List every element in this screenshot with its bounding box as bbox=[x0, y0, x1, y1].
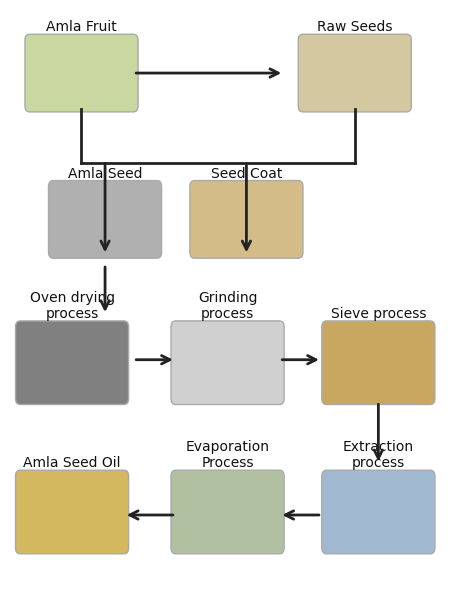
FancyBboxPatch shape bbox=[171, 321, 284, 404]
Text: Amla Seed Oil: Amla Seed Oil bbox=[23, 456, 121, 470]
Text: Amla Fruit: Amla Fruit bbox=[46, 20, 117, 34]
FancyBboxPatch shape bbox=[190, 181, 303, 258]
Text: Grinding
process: Grinding process bbox=[198, 291, 257, 321]
FancyBboxPatch shape bbox=[25, 34, 138, 112]
Text: Sieve process: Sieve process bbox=[331, 307, 426, 321]
FancyBboxPatch shape bbox=[322, 470, 435, 554]
Text: Oven drying
process: Oven drying process bbox=[29, 291, 115, 321]
FancyBboxPatch shape bbox=[322, 321, 435, 404]
FancyBboxPatch shape bbox=[171, 470, 284, 554]
Text: Extraction
process: Extraction process bbox=[343, 440, 414, 470]
FancyBboxPatch shape bbox=[298, 34, 411, 112]
Text: Amla Seed: Amla Seed bbox=[68, 167, 142, 181]
Text: Evaporation
Process: Evaporation Process bbox=[186, 440, 270, 470]
Text: Seed Coat: Seed Coat bbox=[211, 167, 282, 181]
Text: Raw Seeds: Raw Seeds bbox=[317, 20, 392, 34]
FancyBboxPatch shape bbox=[48, 181, 162, 258]
FancyBboxPatch shape bbox=[16, 321, 128, 404]
FancyBboxPatch shape bbox=[16, 470, 128, 554]
